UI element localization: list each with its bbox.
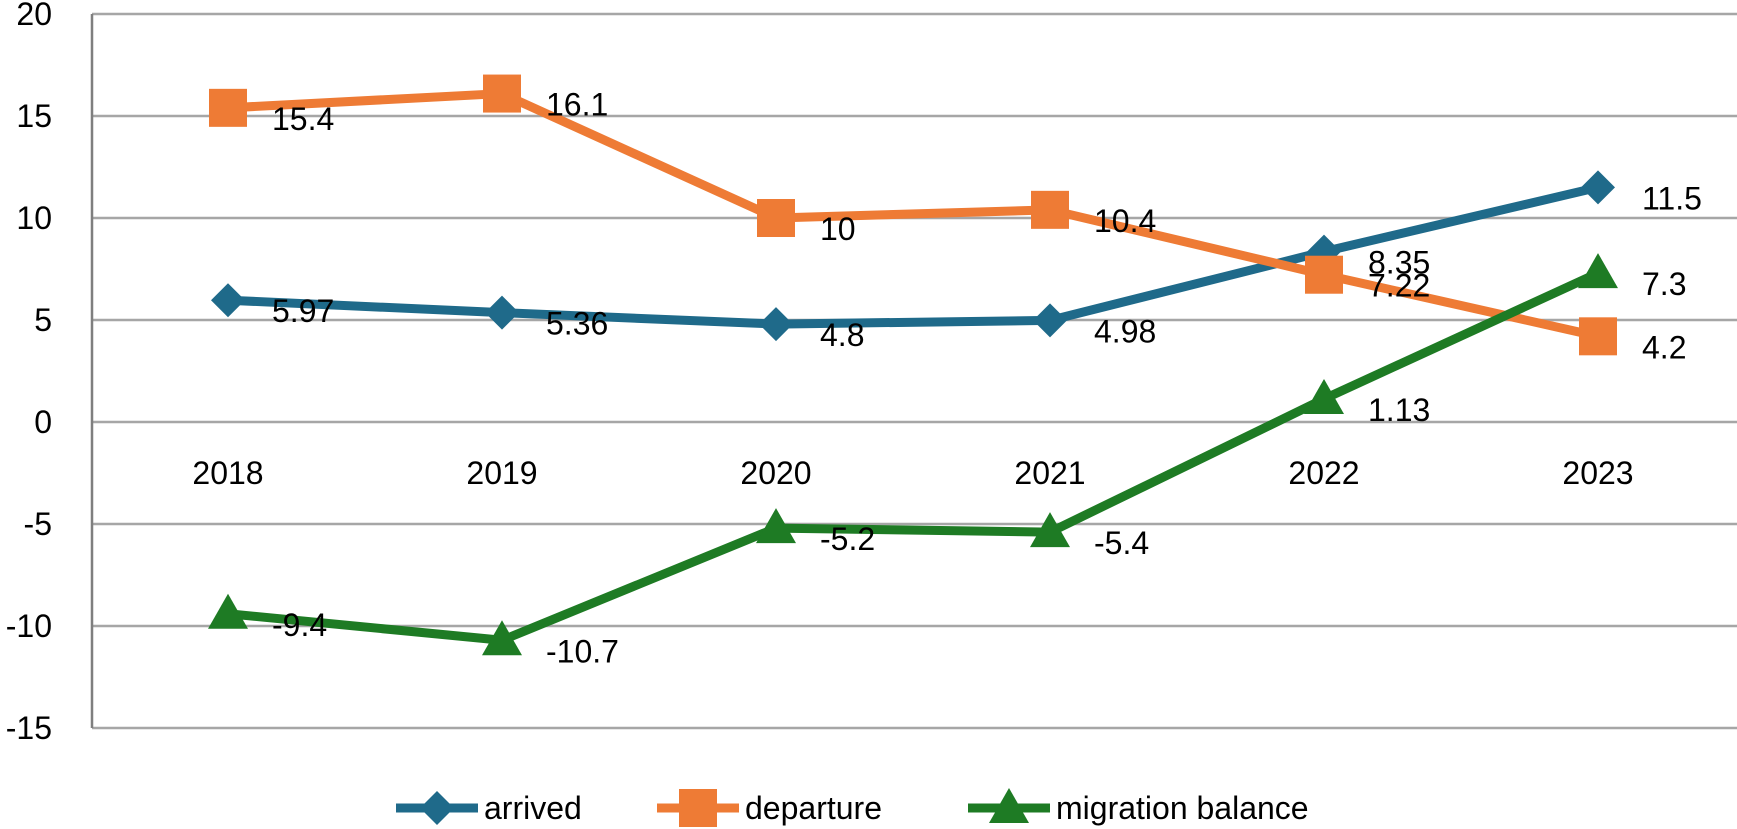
x-tick-label: 2020 (740, 455, 811, 491)
y-tick-label: -15 (6, 710, 52, 746)
x-tick-label: 2019 (466, 455, 537, 491)
point-arrived (1033, 303, 1067, 338)
point-arrived (485, 295, 519, 330)
point-departure (209, 88, 247, 127)
legend: arrived departure migration balance (396, 788, 1309, 827)
point-departure (757, 199, 795, 237)
legend-label-arrived: arrived (484, 790, 582, 826)
point-departure (483, 74, 521, 113)
point-arrived (1581, 170, 1615, 205)
data-label-arrived: 4.98 (1094, 313, 1156, 349)
point-migration-balance (482, 620, 522, 656)
y-tick-label: 15 (16, 98, 52, 134)
point-migration-balance (756, 508, 796, 544)
point-migration-balance (1578, 253, 1618, 289)
point-arrived (759, 307, 793, 342)
data-label-arrived: 5.36 (546, 306, 608, 342)
point-arrived (211, 283, 245, 318)
point-migration-balance (208, 593, 248, 629)
data-label-departure: 16.1 (546, 87, 608, 123)
data-label-migration-balance: 7.3 (1642, 266, 1686, 302)
y-tick-label: -5 (24, 506, 52, 542)
x-tick-label: 2022 (1288, 455, 1359, 491)
data-label-departure: 4.2 (1642, 329, 1686, 365)
y-tick-label: 5 (34, 302, 52, 338)
y-axis: 20 15 10 5 0 -5 -10 -15 (6, 0, 94, 746)
y-tick-label: 20 (16, 0, 52, 32)
data-label-arrived: 4.8 (820, 317, 864, 353)
y-tick-label: 10 (16, 200, 52, 236)
y-tick-label: -10 (6, 608, 52, 644)
data-label-migration-balance: -5.2 (820, 521, 875, 557)
data-label-departure: 7.22 (1368, 268, 1430, 304)
legend-marker-departure (679, 789, 717, 827)
series-line-migration-balance (223, 268, 1603, 645)
data-label-arrived: 11.5 (1642, 180, 1702, 216)
legend-marker-migration-balance (989, 788, 1029, 823)
point-departure (1579, 317, 1617, 356)
data-label-arrived: 8.35 (1368, 245, 1430, 281)
legend-marker-arrived (420, 791, 454, 825)
legend-label-departure: departure (745, 790, 882, 826)
x-tick-label: 2021 (1014, 455, 1085, 491)
data-label-migration-balance: -5.4 (1094, 525, 1149, 561)
data-label-migration-balance: -9.4 (272, 607, 327, 643)
data-label-arrived: 5.97 (272, 293, 334, 329)
series-line-arrived (223, 182, 1603, 329)
x-axis: 2018 2019 2020 2021 2022 2023 (192, 455, 1633, 491)
point-migration-balance (1304, 378, 1344, 414)
point-migration-balance (1030, 512, 1070, 548)
point-departure (1031, 190, 1069, 229)
point-departure (1305, 255, 1343, 294)
x-tick-label: 2018 (192, 455, 263, 491)
series-group (208, 74, 1618, 656)
y-tick-label: 0 (34, 404, 52, 440)
data-label-departure: 10.4 (1094, 203, 1156, 239)
data-labels: 5.97 5.36 4.8 4.98 8.35 11.5 15.4 16.1 10 10.4 7.2… (272, 87, 1702, 670)
x-tick-label: 2023 (1562, 455, 1633, 491)
series-line-departure (223, 89, 1603, 341)
data-label-migration-balance: -10.7 (546, 633, 619, 669)
data-label-departure: 15.4 (272, 101, 334, 137)
data-label-migration-balance: 1.13 (1368, 392, 1430, 428)
legend-label-migration-balance: migration balance (1056, 790, 1309, 826)
data-label-departure: 10 (820, 211, 856, 247)
